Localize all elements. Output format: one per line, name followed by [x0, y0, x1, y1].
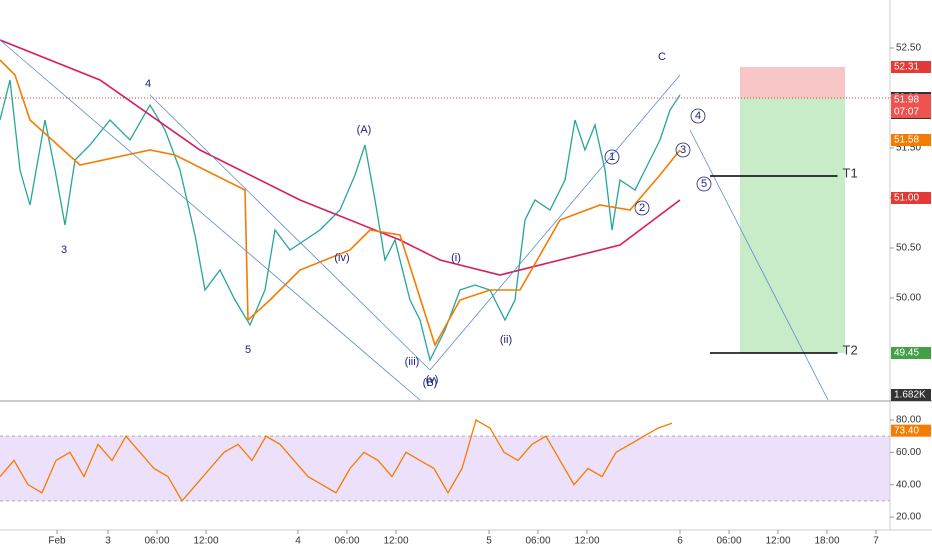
- projection-line: [689, 129, 829, 401]
- y-tick-label: 51.50: [896, 143, 921, 154]
- price-badge-label: 52.31: [894, 62, 919, 73]
- wave-label: (A): [357, 124, 372, 136]
- rsi-badge-label: 73.40: [894, 425, 919, 436]
- x-tick-label: 06:00: [144, 536, 169, 547]
- target-label: T2: [843, 342, 858, 357]
- y-tick-label: 20.00: [896, 512, 921, 523]
- price-badge-label: 51.58: [894, 135, 919, 146]
- target-zone: [740, 98, 845, 353]
- x-tick-label: 06:00: [525, 536, 550, 547]
- x-tick-label: 06:00: [334, 536, 359, 547]
- wave-circle: [604, 149, 620, 165]
- wave-label: 4: [695, 110, 701, 122]
- trend-line: [429, 74, 681, 371]
- target-label: T1: [843, 165, 858, 180]
- series-line: [0, 59, 681, 348]
- price-badge-label: 51.98: [894, 95, 919, 106]
- countdown: 07:07: [894, 107, 919, 118]
- wave-label: 4: [145, 78, 151, 90]
- wave-label: (ii): [500, 334, 512, 346]
- x-tick-label: 12:00: [765, 536, 790, 547]
- y-tick-label: 52.50: [896, 43, 921, 54]
- x-tick-label: 06:00: [716, 536, 741, 547]
- wave-circle: [675, 142, 691, 158]
- wave-label: (iii): [405, 356, 420, 368]
- x-tick-label: 12:00: [574, 536, 599, 547]
- y-tick-label: 80.00: [896, 415, 921, 426]
- wave-label: 3: [61, 244, 67, 256]
- x-tick-label: 18:00: [814, 536, 839, 547]
- x-tick-label: 12:00: [193, 536, 218, 547]
- y-tick-label: 60.00: [896, 447, 921, 458]
- trend-line: [0, 39, 421, 401]
- wave-label: (i): [451, 252, 461, 264]
- volume-badge: [891, 389, 931, 401]
- y-tick-label: 50.00: [896, 293, 921, 304]
- wave-circle: [690, 108, 706, 124]
- wave-label: 1: [609, 151, 615, 163]
- wave-label: (v): [426, 374, 439, 386]
- wave-label: 5: [701, 178, 707, 190]
- volume-label: 1.682K: [894, 390, 926, 401]
- wave-label: 5: [245, 344, 251, 356]
- trend-line: [149, 94, 431, 371]
- price-badge: [891, 61, 931, 73]
- y-tick-label: 40.00: [896, 479, 921, 490]
- wave-circle: [634, 200, 650, 216]
- x-tick-label: 5: [486, 536, 492, 547]
- wave-label: 3: [680, 144, 686, 156]
- series-line: [0, 419, 673, 503]
- series-line: [0, 79, 681, 362]
- wave-label: C: [658, 51, 666, 63]
- price-badge: [891, 347, 931, 359]
- x-tick-label: Feb: [48, 536, 66, 547]
- wave-label: (iv): [334, 252, 349, 264]
- x-tick-label: 6: [677, 536, 683, 547]
- wave-label: 2: [639, 202, 645, 214]
- series-line: [0, 39, 681, 276]
- price-badge: [891, 94, 931, 106]
- y-tick-label: 50.50: [896, 243, 921, 254]
- x-tick-label: 3: [105, 536, 111, 547]
- wave-circle: [696, 176, 712, 192]
- wave-label: (B): [423, 377, 438, 389]
- x-tick-label: 12:00: [383, 536, 408, 547]
- price-badge-label: 51.00: [894, 193, 919, 204]
- stop-zone: [740, 67, 845, 98]
- rsi-badge: [891, 424, 931, 437]
- countdown-badge: [891, 106, 931, 118]
- price-badge-label: 49.45: [894, 348, 919, 359]
- price-badge: [891, 134, 931, 146]
- price-badge: [891, 192, 931, 204]
- x-tick-label: 7: [873, 536, 879, 547]
- rsi-band: [0, 436, 890, 501]
- x-tick-label: 4: [295, 536, 301, 547]
